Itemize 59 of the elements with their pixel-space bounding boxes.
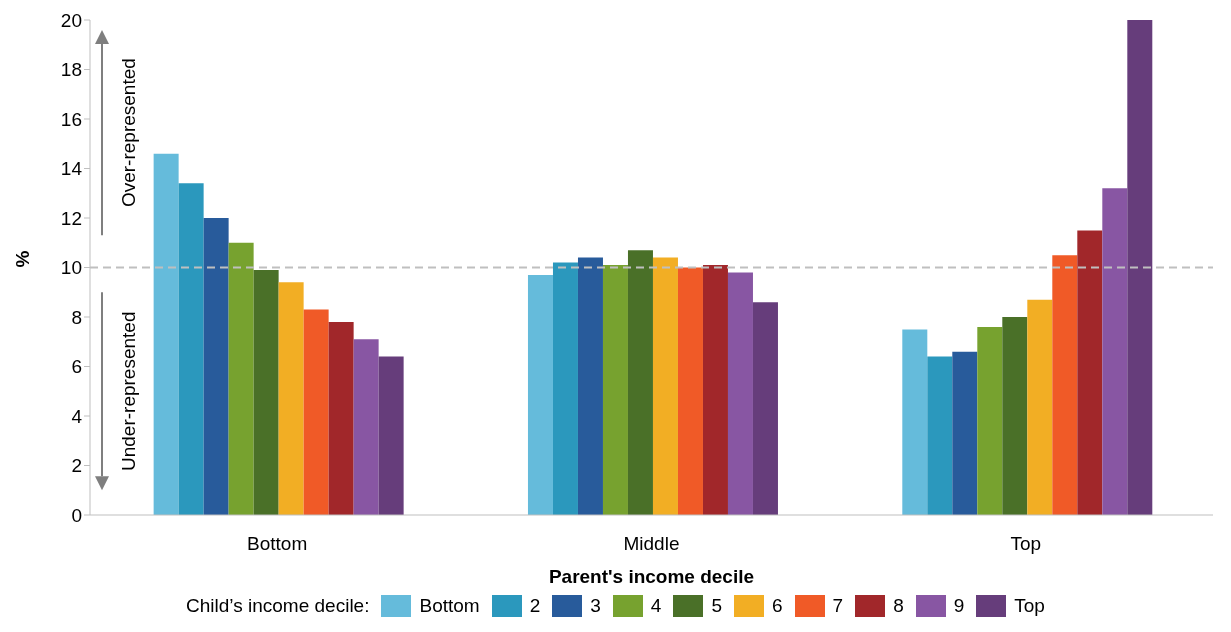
- bar: [602, 265, 628, 515]
- y-tick-label: 14: [60, 158, 83, 180]
- bar: [178, 183, 204, 515]
- bar: [702, 265, 728, 515]
- bar: [952, 351, 978, 515]
- y-tick-label: 12: [60, 207, 82, 229]
- y-tick-label: 16: [60, 108, 82, 130]
- x-tick-label: Bottom: [247, 533, 308, 555]
- bar: [652, 257, 678, 515]
- legend-label: 5: [711, 595, 722, 617]
- legend-label: 6: [771, 595, 783, 617]
- bar: [253, 269, 279, 515]
- legend-label: Top: [1014, 595, 1045, 617]
- bar: [552, 262, 578, 515]
- legend-label: 8: [893, 595, 904, 617]
- bar: [228, 242, 254, 515]
- legend-label: 3: [590, 595, 601, 617]
- bar: [353, 339, 379, 515]
- bar: [902, 329, 928, 515]
- y-tick-label: 20: [60, 9, 82, 31]
- y-tick-label: 18: [60, 59, 82, 81]
- bar: [1077, 230, 1103, 515]
- bar: [303, 309, 329, 515]
- bar: [927, 356, 953, 515]
- legend-label: 9: [953, 595, 965, 617]
- bar: [527, 274, 553, 515]
- legend-label: Bottom: [419, 595, 480, 617]
- bar: [378, 356, 404, 515]
- bar: [203, 218, 229, 515]
- bar: [1052, 255, 1078, 515]
- x-tick-label: Top: [1010, 533, 1042, 555]
- legend-label: 7: [832, 595, 844, 617]
- y-tick-label: 6: [71, 356, 82, 378]
- bar: [153, 153, 179, 515]
- y-tick-label: 10: [60, 257, 82, 279]
- y-axis-title: %: [11, 250, 33, 268]
- y-tick-label: 2: [71, 455, 82, 477]
- bar: [1027, 299, 1053, 515]
- bar: [752, 302, 778, 515]
- y-tick-label: 0: [71, 504, 82, 526]
- y-tick-label: 8: [71, 306, 82, 328]
- bar: [1127, 20, 1153, 515]
- bar: [1002, 317, 1028, 515]
- bar: [727, 272, 753, 515]
- bar: [1102, 188, 1128, 515]
- bar: [677, 267, 703, 515]
- y-tick-label: 4: [71, 405, 83, 427]
- legend-label: 2: [529, 595, 541, 617]
- bar: [328, 321, 354, 515]
- x-tick-label: Middle: [623, 533, 680, 555]
- bar: [577, 257, 603, 515]
- annotation: Over-represented: [118, 58, 140, 208]
- x-axis-title: Parent's income decile: [548, 566, 755, 587]
- legend-label: 4: [650, 595, 662, 617]
- legend-title: Child’s income decile:: [186, 595, 370, 617]
- annotation: Under-represented: [118, 311, 140, 471]
- bar: [627, 250, 653, 515]
- bar: [977, 326, 1003, 515]
- bar: [278, 282, 304, 515]
